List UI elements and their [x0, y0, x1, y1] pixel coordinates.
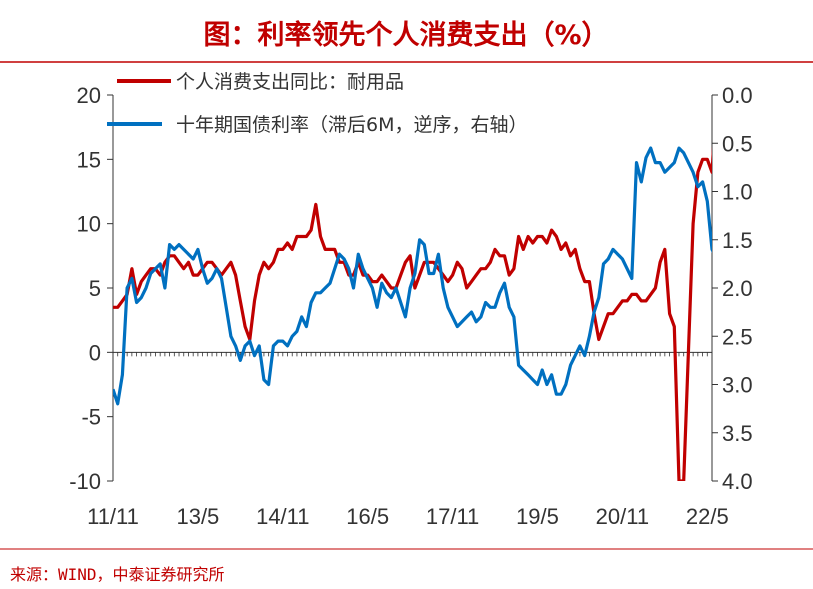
- x-tick-label: 14/11: [256, 504, 309, 529]
- series-treasury-yield-line: [113, 146, 712, 406]
- right-tick-label: 2.5: [722, 324, 753, 349]
- left-tick-label: 0: [89, 340, 101, 365]
- right-tick-label: 0.0: [722, 83, 753, 108]
- x-tick-label: 13/5: [176, 504, 219, 529]
- left-tick-label: 20: [77, 83, 101, 108]
- right-tick-label: 3.5: [722, 421, 753, 446]
- right-tick-label: 1.0: [722, 180, 753, 205]
- chart-title: 图：利率领先个人消费支出（%）: [203, 19, 608, 51]
- legend-label-personal-consumption: 个人消费支出同比：耐用品: [176, 71, 404, 93]
- source-note: 来源：WIND，中泰证券研究所: [10, 565, 225, 584]
- x-tick-label: 16/5: [346, 504, 389, 529]
- x-tick-label: 22/5: [686, 504, 729, 529]
- right-tick-label: 4.0: [722, 469, 753, 494]
- right-tick-label: 2.0: [722, 276, 753, 301]
- right-tick-label: 3.0: [722, 373, 753, 398]
- left-tick-label: -5: [81, 405, 101, 430]
- series-personal-consumption-line: [113, 145, 712, 481]
- left-tick-label: 5: [89, 276, 101, 301]
- right-tick-label: 0.5: [722, 131, 753, 156]
- x-tick-label: 11/11: [87, 504, 139, 529]
- left-tick-label: 10: [77, 212, 101, 237]
- legend-label-treasury-yield: 十年期国债利率（滞后6M，逆序，右轴）: [176, 114, 527, 136]
- plot-area: [113, 145, 712, 481]
- axes: -10 -5 0 5 10 15 20 0.0 0.5 1.0 1.5 2.0 2.5 3.0 3.5 4.0…: [69, 83, 752, 529]
- x-tick-label: 17/11: [426, 504, 479, 529]
- x-tick-label: 19/5: [516, 504, 559, 529]
- left-tick-label: -10: [69, 469, 101, 494]
- legend: 个人消费支出同比：耐用品 十年期国债利率（滞后6M，逆序，右轴）: [107, 71, 527, 136]
- right-tick-label: 1.5: [722, 228, 753, 253]
- left-tick-label: 15: [77, 147, 101, 172]
- x-tick-label: 20/11: [596, 504, 649, 529]
